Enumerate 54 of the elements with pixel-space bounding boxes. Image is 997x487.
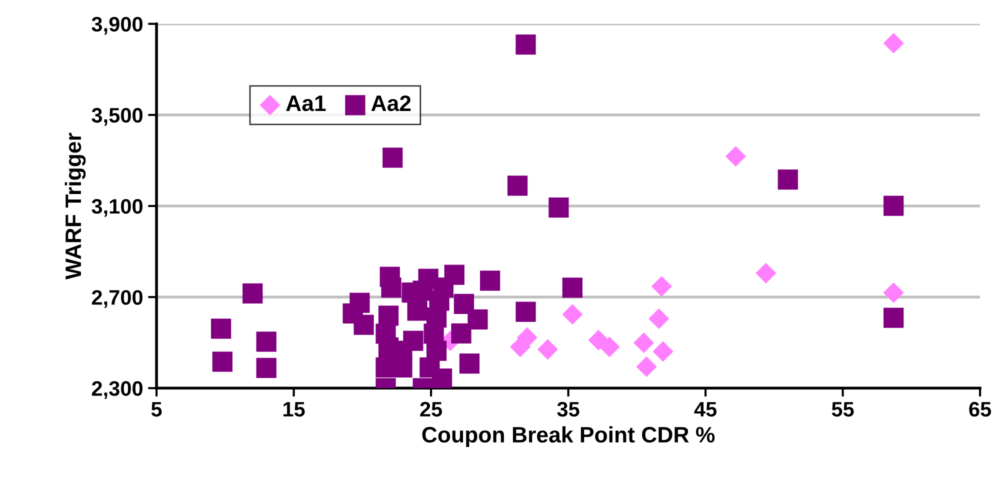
point [599, 336, 620, 358]
y-tick-label: 3,100 [92, 199, 142, 217]
y-tick-label: 3,900 [92, 16, 142, 35]
point [432, 368, 452, 388]
point [412, 280, 433, 301]
point [256, 332, 276, 352]
legend-label: Aa1 [286, 96, 326, 112]
point [652, 341, 674, 362]
point [516, 34, 536, 55]
point [562, 278, 582, 298]
point [480, 270, 500, 291]
point [778, 170, 798, 190]
point [884, 308, 904, 328]
x-tick-label: 25 [420, 402, 442, 417]
point [756, 262, 776, 284]
point [636, 356, 657, 378]
point [648, 308, 670, 329]
x-tick-label: 65 [969, 402, 992, 417]
point [507, 176, 528, 196]
legend-label: Aa2 [371, 95, 411, 112]
point [382, 148, 403, 168]
point [242, 283, 263, 304]
point [883, 282, 904, 304]
point [459, 353, 480, 374]
x-axis-title: Coupon Break Point CDR % [422, 426, 715, 448]
x-tick-label: 45 [694, 402, 717, 417]
y-tick-label: 2,700 [92, 290, 142, 308]
point [883, 32, 904, 54]
point [468, 309, 488, 330]
x-tick-label: 55 [832, 402, 854, 417]
y-axis-title: WARF Trigger [64, 132, 86, 280]
point [651, 276, 672, 297]
point [633, 332, 654, 354]
point [548, 198, 569, 218]
point [451, 323, 472, 344]
point [210, 318, 232, 339]
point [433, 277, 454, 298]
x-tick-label: 15 [284, 402, 305, 417]
point [562, 304, 583, 325]
point [537, 339, 558, 360]
point [407, 300, 428, 321]
point [354, 314, 374, 335]
point [381, 277, 402, 298]
x-tick-label: 35 [557, 402, 580, 417]
y-tick-label: 3,500 [92, 108, 142, 126]
point [454, 294, 474, 314]
point [256, 358, 276, 378]
y-tick-label: 2,300 [92, 381, 142, 399]
point [516, 302, 536, 322]
x-tick-label: 5 [151, 402, 162, 417]
point [212, 352, 232, 372]
point [510, 336, 531, 358]
point [884, 196, 904, 216]
point [725, 146, 746, 167]
